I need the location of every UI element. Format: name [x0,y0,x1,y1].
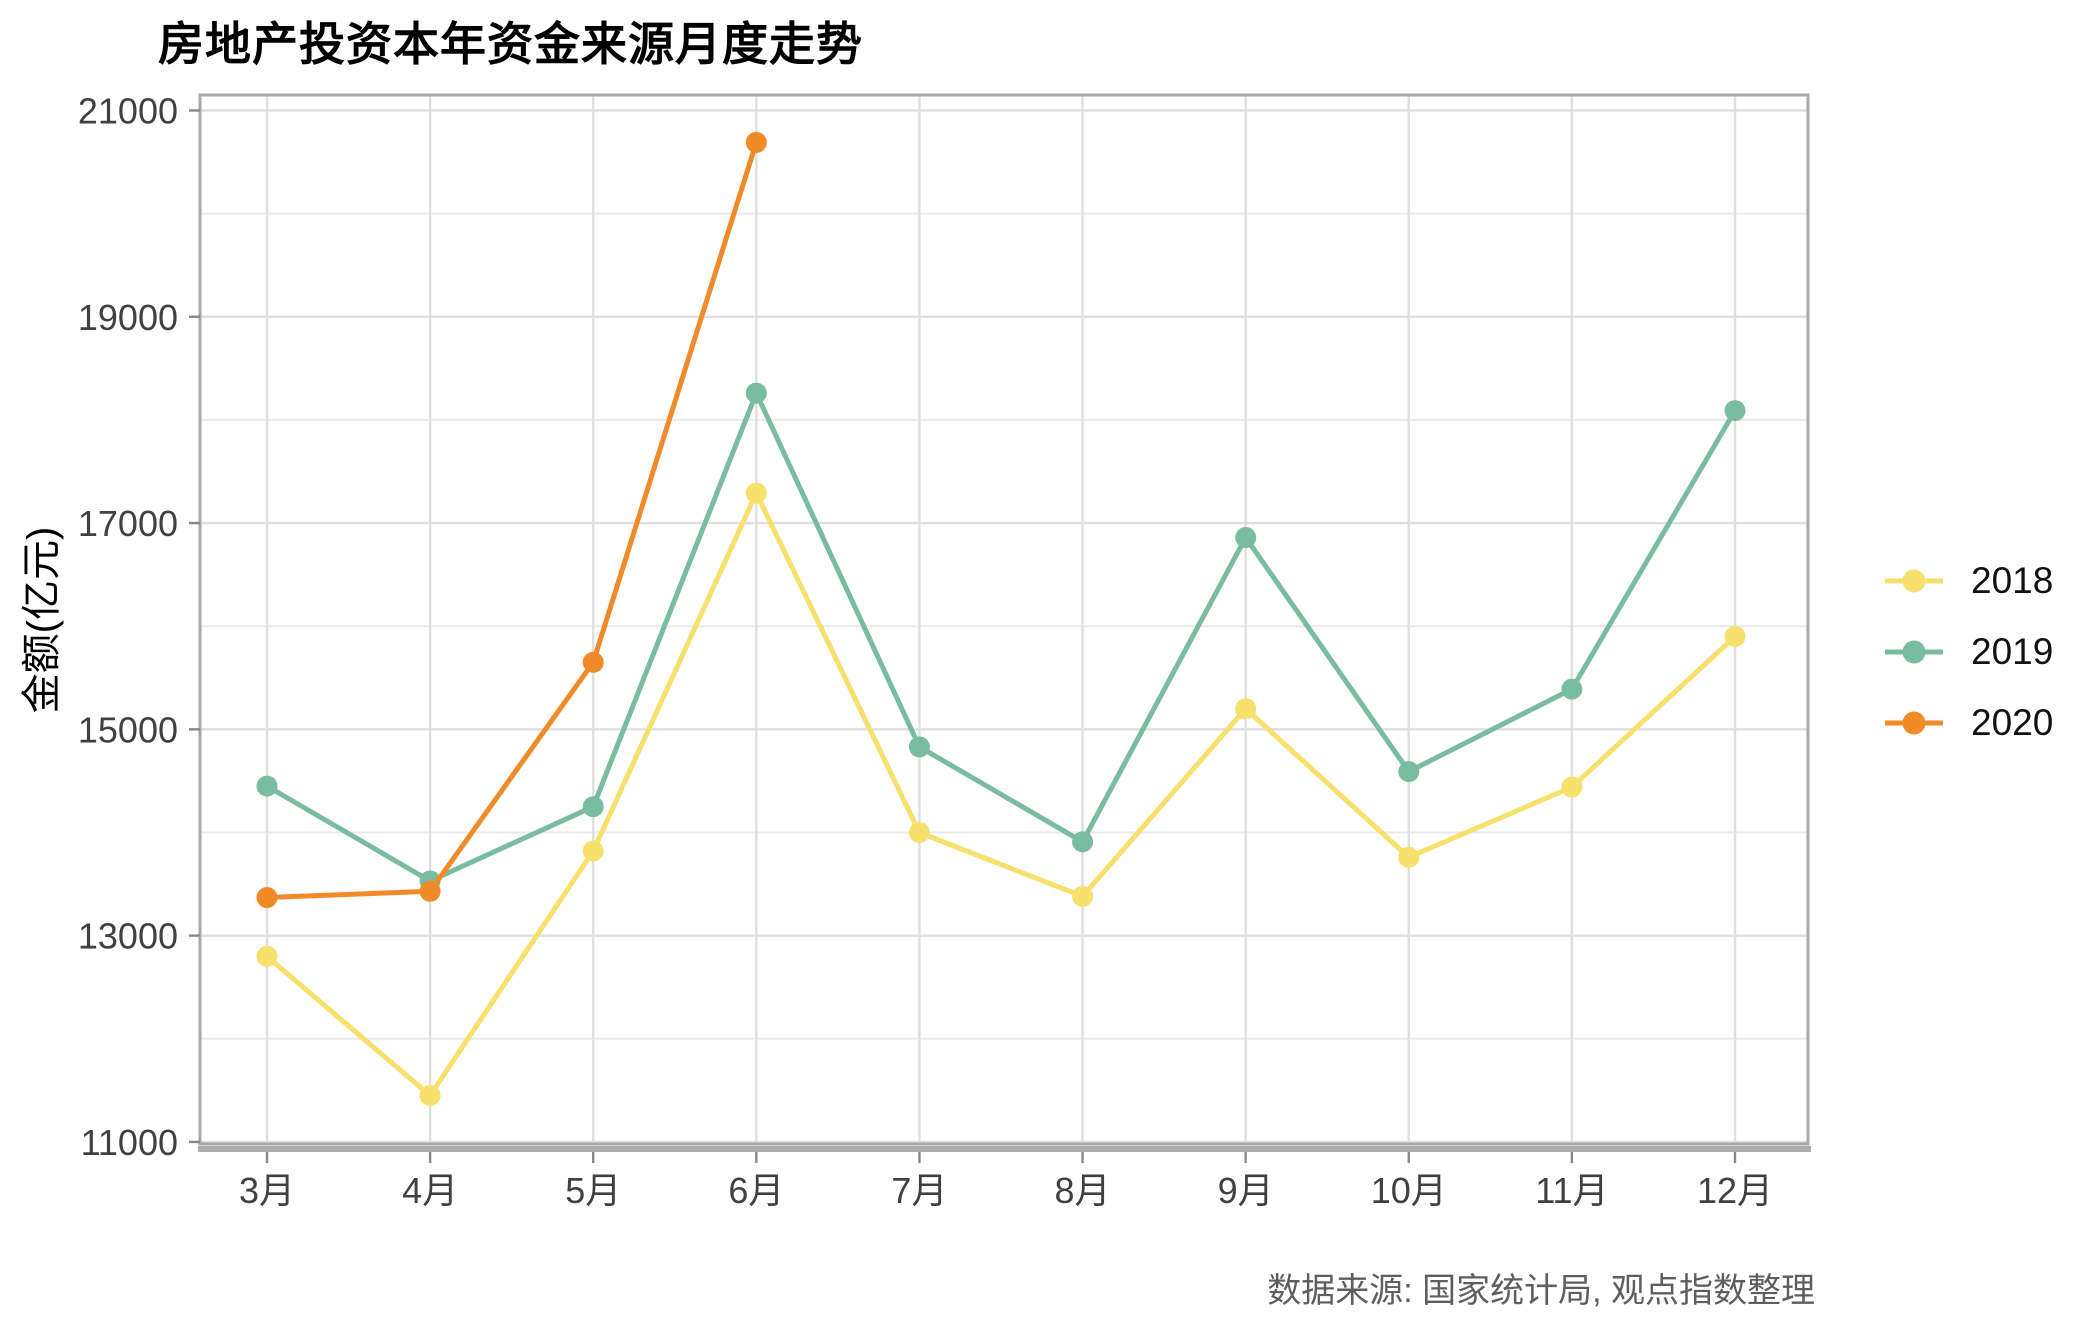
y-tick-label: 15000 [78,709,178,750]
x-tick-label: 3月 [239,1170,295,1211]
data-point-2018 [1724,626,1746,647]
y-axis: 11000 13000 15000 17000 19000 21000 [78,90,200,1163]
gridlines-major [200,109,1808,1144]
data-point-2018 [256,945,278,967]
legend-dot-swatch [1902,640,1926,664]
legend-item-2018: 2018 [1885,554,2053,608]
x-tick-label: 8月 [1055,1170,1111,1211]
series-2019 [256,382,1746,892]
data-point-2018 [419,1085,441,1106]
data-point-2019 [256,775,278,797]
data-point-2020 [745,131,767,153]
gridlines-minor [200,212,1808,1040]
data-point-2019 [1724,400,1746,422]
x-tick-label: 11月 [1535,1170,1608,1211]
x-tick-label: 10月 [1371,1170,1447,1211]
y-tick-label: 19000 [78,297,178,338]
chart-title: 房地产投资本年资金来源月度走势 [158,18,863,70]
x-tick-label: 6月 [728,1170,784,1211]
data-point-2018 [745,482,767,504]
legend-item-2019: 2019 [1885,625,2053,679]
legend-label-2020: 2020 [1971,702,2054,743]
x-tick-label: 5月 [565,1170,621,1211]
panel-border [198,93,1810,1146]
legend-label-2019: 2019 [1971,631,2054,672]
series-line-2020 [264,139,759,900]
data-point-2018 [582,840,604,862]
y-tick-label: 17000 [78,503,178,544]
legend-item-2020: 2020 [1885,696,2053,750]
y-tick-label: 13000 [78,916,178,957]
data-point-2019 [1235,527,1257,548]
x-tick-label: 7月 [891,1170,947,1211]
data-point-2018 [1072,885,1094,907]
legend-key-2018-icon [1885,568,1943,594]
data-point-2018 [1235,698,1257,720]
legend-dot-swatch [1902,711,1926,735]
legend: 2018 2019 2020 [1885,554,2053,750]
data-point-2018 [908,822,930,843]
data-point-2018 [1561,776,1583,798]
x-tick-label: 4月 [402,1170,458,1211]
data-source-caption: 数据来源: 国家统计局, 观点指数整理 [1267,1272,1815,1310]
series-line-2019 [264,390,1738,884]
gridlines-vertical [265,95,1737,1144]
legend-key-2020-icon [1885,710,1943,736]
y-tick-label: 21000 [78,90,178,131]
legend-label-2018: 2018 [1971,560,2054,601]
legend-key-2019-icon [1885,639,1943,665]
data-point-2020 [256,887,278,908]
data-point-2018 [1398,846,1420,868]
data-point-2019 [745,382,767,404]
series-2018 [256,482,1746,1106]
data-point-2019 [1398,761,1420,783]
data-point-2020 [419,880,441,902]
data-point-2019 [908,736,930,758]
y-tick-label: 11000 [81,1122,178,1163]
data-point-2019 [1561,678,1583,700]
x-axis: 3月 4月 5月 6月 7月 8月 9月 10月 11月 12月 [239,1152,1773,1211]
data-point-2019 [1072,831,1094,853]
x-tick-label: 9月 [1218,1170,1274,1211]
data-point-2020 [582,651,604,673]
x-tick-label: 12月 [1697,1170,1773,1211]
series-2020 [256,131,767,908]
data-point-2019 [582,796,604,818]
legend-dot-swatch [1902,569,1926,593]
series-line-2018 [264,490,1738,1098]
